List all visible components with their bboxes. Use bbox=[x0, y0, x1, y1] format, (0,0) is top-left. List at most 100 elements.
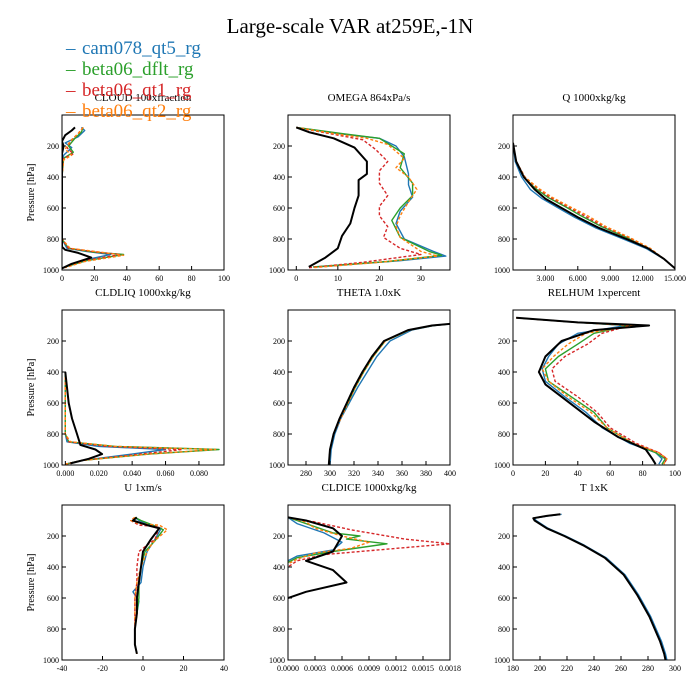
x-tick-label: 0.0015 bbox=[412, 664, 434, 673]
series-line-cam078_qt5_rg bbox=[516, 317, 663, 465]
x-tick-label: 12.000 bbox=[632, 274, 654, 283]
y-tick-label: 200 bbox=[273, 337, 285, 346]
x-tick-label: 100 bbox=[669, 469, 681, 478]
x-tick-label: 0.0006 bbox=[331, 664, 353, 673]
x-tick-label: 280 bbox=[300, 469, 312, 478]
x-tick-label: 200 bbox=[534, 664, 546, 673]
legend-entry: – beta06_dflt_rg bbox=[66, 59, 201, 80]
y-tick-label: 1000 bbox=[494, 266, 510, 275]
y-tick-label: 600 bbox=[273, 399, 285, 408]
x-tick-label: 80 bbox=[639, 469, 647, 478]
y-tick-label: 400 bbox=[47, 173, 59, 182]
y-tick-label: 1000 bbox=[43, 656, 59, 665]
y-axis-label: Pressure [hPa] bbox=[26, 163, 37, 221]
x-tick-label: 10 bbox=[334, 274, 342, 283]
x-tick-label: 3.000 bbox=[536, 274, 554, 283]
y-tick-label: 600 bbox=[498, 204, 510, 213]
series-group bbox=[327, 322, 450, 465]
series-line-control bbox=[295, 126, 368, 268]
y-tick-label: 800 bbox=[498, 235, 510, 244]
x-tick-label: 300 bbox=[324, 469, 336, 478]
y-tick-label: 200 bbox=[47, 142, 59, 151]
y-tick-label: 800 bbox=[273, 625, 285, 634]
y-tick-label: 200 bbox=[498, 337, 510, 346]
y-tick-label: 200 bbox=[47, 337, 59, 346]
y-axis-label: Pressure [hPa] bbox=[26, 358, 37, 416]
panel-1: OMEGA 864xPa/s 200 400 600 800 1000 0 10 20 30 bbox=[269, 92, 451, 283]
plot-frame bbox=[287, 114, 451, 271]
panel-title: CLDICE 1000xkg/kg bbox=[321, 482, 417, 494]
panel-title: CLDLIQ 1000xkg/kg bbox=[95, 287, 191, 299]
series-line-control bbox=[288, 516, 348, 599]
y-tick-label: 400 bbox=[47, 563, 59, 572]
x-tick-label: 0 bbox=[60, 274, 64, 283]
y-tick-label: 600 bbox=[47, 399, 59, 408]
x-tick-label: -40 bbox=[57, 664, 68, 673]
x-tick-label: 0.0012 bbox=[385, 664, 407, 673]
series-line-beta06_qt1_rg bbox=[64, 372, 183, 465]
y-tick-label: 800 bbox=[273, 430, 285, 439]
y-tick-label: 1000 bbox=[494, 461, 510, 470]
x-tick-label: 20 bbox=[90, 274, 98, 283]
series-line-cam078_qt5_rg bbox=[296, 126, 447, 268]
legend-label: beta06_dflt_rg bbox=[82, 59, 194, 80]
y-tick-label: 600 bbox=[47, 204, 59, 213]
x-tick-label: 0 bbox=[294, 274, 298, 283]
legend-entry: – beta06_qt2_rg bbox=[66, 101, 201, 122]
series-line-control bbox=[62, 126, 93, 270]
y-tick-label: 800 bbox=[498, 430, 510, 439]
y-tick-label: 400 bbox=[498, 563, 510, 572]
legend-label: beta06_qt1_rg bbox=[82, 80, 192, 101]
series-group bbox=[130, 516, 168, 655]
series-line-control bbox=[516, 316, 657, 465]
x-tick-label: 380 bbox=[420, 469, 432, 478]
y-tick-label: 200 bbox=[273, 142, 285, 151]
series-line-beta06_dflt_rg bbox=[328, 323, 450, 465]
series-line-beta06_qt2_rg bbox=[288, 516, 370, 565]
plot-frame bbox=[512, 504, 676, 661]
series-line-beta06_qt1_rg bbox=[328, 323, 450, 465]
series-line-beta06_qt1_rg bbox=[296, 126, 422, 269]
x-tick-label: 240 bbox=[588, 664, 600, 673]
x-tick-label: 20 bbox=[180, 664, 188, 673]
panel-4: THETA 1.0xK 200 400 600 800 1000 280 300 320 340 3… bbox=[269, 287, 456, 478]
x-tick-label: 40 bbox=[220, 664, 228, 673]
y-tick-label: 1000 bbox=[269, 461, 285, 470]
x-tick-label: 20 bbox=[375, 274, 383, 283]
y-tick-label: 400 bbox=[498, 368, 510, 377]
series-group bbox=[532, 513, 668, 660]
y-tick-label: 200 bbox=[273, 532, 285, 541]
legend-dash: – bbox=[66, 101, 76, 122]
y-tick-label: 600 bbox=[273, 204, 285, 213]
plot-frame bbox=[512, 114, 676, 271]
y-tick-label: 600 bbox=[498, 594, 510, 603]
y-tick-label: 600 bbox=[47, 594, 59, 603]
y-tick-label: 800 bbox=[47, 625, 59, 634]
x-tick-label: 300 bbox=[669, 664, 681, 673]
x-tick-label: 320 bbox=[348, 469, 360, 478]
x-tick-label: 400 bbox=[444, 469, 456, 478]
panel-title: T 1xK bbox=[580, 482, 608, 494]
series-line-cam078_qt5_rg bbox=[64, 372, 167, 465]
x-tick-label: 40 bbox=[574, 469, 582, 478]
x-tick-label: 0 bbox=[511, 469, 515, 478]
x-tick-label: 220 bbox=[561, 664, 573, 673]
series-line-beta06_qt2_rg bbox=[296, 126, 439, 269]
series-line-cam078_qt5_rg bbox=[288, 516, 343, 562]
series-line-beta06_qt2_rg bbox=[62, 126, 125, 269]
page-title: Large-scale VAR at259E,-1N bbox=[226, 14, 474, 38]
legend: – cam078_qt5_rg – beta06_dflt_rg – beta06_qt1… bbox=[66, 38, 201, 122]
series-group bbox=[288, 516, 450, 599]
x-tick-label: 0.020 bbox=[90, 469, 108, 478]
x-tick-label: 0.080 bbox=[190, 469, 208, 478]
x-tick-label: 30 bbox=[417, 274, 425, 283]
series-group bbox=[64, 371, 220, 465]
x-tick-label: 60 bbox=[606, 469, 614, 478]
y-tick-label: 200 bbox=[498, 532, 510, 541]
x-tick-label: 20 bbox=[541, 469, 549, 478]
x-tick-label: 100 bbox=[218, 274, 230, 283]
